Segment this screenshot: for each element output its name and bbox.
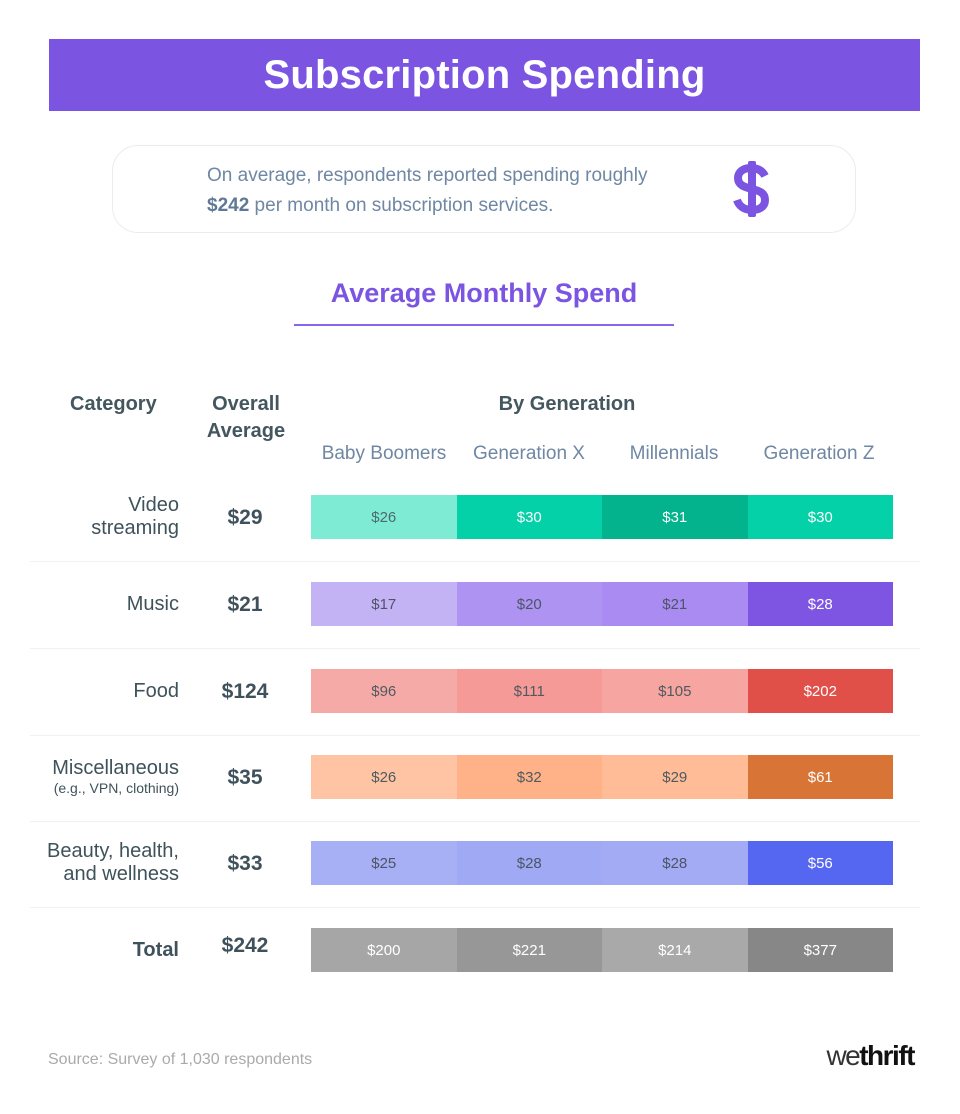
row-category-label: Total: [133, 939, 179, 962]
generation-bar: $26 $32 $29 $61: [311, 755, 893, 799]
column-header-by-generation: By Generation: [498, 393, 636, 415]
row-category-label: Video streaming: [91, 494, 179, 540]
summary-text: On average, respondents reported spendin…: [207, 161, 647, 221]
wethrift-logo: wethrift: [826, 1040, 915, 1072]
row-overall-average: $29: [227, 506, 263, 529]
summary-amount: $242: [207, 195, 250, 216]
generation-cell-generation-z: $56: [747, 841, 893, 885]
generation-cell-generation-z: $28: [747, 582, 893, 626]
row-category-label: Food: [133, 680, 179, 703]
generation-cell-generation-x: $221: [456, 928, 602, 972]
row-divider: [30, 907, 920, 908]
generation-cell-baby-boomers: $26: [311, 755, 457, 799]
summary-line1: On average, respondents reported spendin…: [207, 165, 648, 186]
generation-bar: $25 $28 $28 $56: [311, 841, 893, 885]
generation-cell-millennials: $214: [602, 928, 748, 972]
generation-cell-generation-z: $202: [747, 669, 893, 713]
generation-cell-baby-boomers: $200: [311, 928, 457, 972]
category-line1: Music: [126, 592, 179, 615]
category-line1: Total: [132, 938, 179, 961]
column-header-category: Category: [70, 393, 157, 415]
title-banner: Subscription Spending: [49, 39, 920, 111]
generation-cell-millennials: $31: [602, 495, 748, 539]
generation-bar: $96 $111 $105 $202: [311, 669, 893, 713]
column-header-overall: Overall Average: [203, 391, 289, 445]
generation-cell-generation-z: $61: [747, 755, 893, 799]
generation-cell-generation-x: $28: [456, 841, 602, 885]
logo-thrift: thrift: [859, 1040, 915, 1071]
category-line1: Beauty, health,: [47, 840, 179, 862]
row-overall-average: $242: [221, 934, 269, 957]
row-divider: [30, 648, 920, 649]
row-divider: [30, 561, 920, 562]
logo-we: we: [826, 1040, 860, 1071]
category-line1: Video: [128, 494, 179, 516]
generation-header: Generation Z: [763, 443, 875, 464]
generation-cell-baby-boomers: $17: [311, 582, 457, 626]
generation-header: Generation X: [473, 443, 585, 464]
generation-header: Baby Boomers: [321, 443, 447, 464]
generation-cell-generation-z: $377: [747, 928, 893, 972]
generation-cell-millennials: $28: [602, 841, 748, 885]
row-divider: [30, 821, 920, 822]
category-line1: Food: [133, 679, 179, 702]
generation-bar: $17 $20 $21 $28: [311, 582, 893, 626]
category-line2: streaming: [91, 517, 179, 539]
generation-cell-generation-z: $30: [747, 495, 893, 539]
section-underline: [294, 324, 674, 326]
row-divider: [30, 735, 920, 736]
generation-cell-millennials: $29: [602, 755, 748, 799]
category-line1: Miscellaneous: [52, 757, 179, 780]
row-category-label: Miscellaneous (e.g., VPN, clothing): [52, 757, 179, 796]
section-title: Average Monthly Spend: [330, 278, 638, 308]
generation-bar: $26 $30 $31 $30: [311, 495, 893, 539]
row-overall-average: $124: [221, 680, 269, 703]
generation-bar: $200 $221 $214 $377: [311, 928, 893, 972]
category-subtitle: (e.g., VPN, clothing): [53, 780, 179, 797]
generation-cell-generation-x: $32: [456, 755, 602, 799]
generation-cell-generation-x: $30: [456, 495, 602, 539]
row-category-label: Music: [127, 593, 179, 616]
page-title: Subscription Spending: [263, 52, 706, 97]
row-overall-average: $35: [227, 766, 263, 789]
generation-cell-baby-boomers: $25: [311, 841, 457, 885]
overall-header-line1: Overall: [212, 393, 280, 415]
generation-cell-millennials: $21: [602, 582, 748, 626]
overall-header-line2: Average: [206, 420, 286, 442]
source-note: Source: Survey of 1,030 respondents: [48, 1051, 313, 1068]
generation-cell-millennials: $105: [602, 669, 748, 713]
summary-callout: On average, respondents reported spendin…: [112, 145, 856, 233]
generation-cell-baby-boomers: $96: [311, 669, 457, 713]
generation-header: Millennials: [629, 443, 719, 464]
category-line2: and wellness: [63, 863, 179, 885]
dollar-sign-icon: [733, 161, 770, 217]
row-overall-average: $33: [227, 852, 263, 875]
row-overall-average: $21: [227, 593, 263, 616]
summary-line2: per month on subscription services.: [249, 195, 554, 216]
generation-cell-baby-boomers: $26: [311, 495, 457, 539]
generation-cell-generation-x: $111: [456, 669, 602, 713]
generation-cell-generation-x: $20: [456, 582, 602, 626]
row-category-label: Beauty, health, and wellness: [47, 840, 179, 886]
